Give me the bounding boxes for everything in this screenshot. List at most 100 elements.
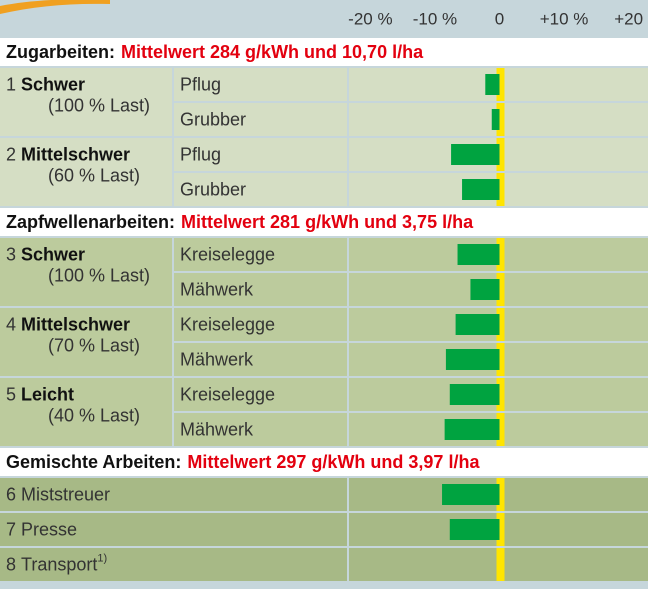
sub-cell [174, 378, 347, 411]
zero-line [496, 138, 505, 171]
group-title: Schwer [21, 74, 85, 94]
bar [444, 419, 500, 440]
group-name: 7 Presse [6, 519, 77, 539]
sub-cell [174, 343, 347, 376]
group-title: Schwer [21, 244, 85, 264]
group-name: 1 Schwer [6, 74, 85, 94]
section-label: Gemischte Arbeiten: [6, 452, 181, 472]
bar [457, 244, 500, 265]
bar [451, 144, 500, 165]
row-label: Kreiselegge [180, 384, 275, 404]
zero-line [496, 378, 505, 411]
x-tick-label: +10 % [540, 9, 589, 28]
decoration [0, 0, 110, 14]
zero-line [496, 273, 505, 306]
bar [470, 279, 500, 300]
row-label: Mähwerk [180, 419, 254, 439]
group-cell [0, 238, 172, 306]
row-label: Kreiselegge [180, 314, 275, 334]
row-label: Grubber [180, 109, 246, 129]
group-cell [0, 378, 172, 446]
row-label: Grubber [180, 179, 246, 199]
section-title: Zapfwellenarbeiten: Mittelwert 281 g/kWh … [6, 212, 474, 232]
group-title: Transport [21, 554, 97, 574]
x-tick-label: 0 [495, 9, 504, 28]
row-label: Kreiselegge [180, 244, 275, 264]
sub-cell [174, 273, 347, 306]
x-tick-label: +20 [614, 9, 643, 28]
section-mean: Mittelwert 281 g/kWh und 3,75 l/ha [181, 212, 474, 232]
section-header [0, 38, 648, 66]
x-tick-label: -20 % [348, 9, 392, 28]
section-mean: Mittelwert 297 g/kWh und 3,97 l/ha [187, 452, 480, 472]
row-label: Pflug [180, 74, 221, 94]
zero-line [496, 478, 505, 511]
section-title: Gemischte Arbeiten: Mittelwert 297 g/kWh … [6, 452, 480, 472]
group-name: 6 Miststreuer [6, 484, 110, 504]
sub-cell [174, 103, 347, 136]
group-number: 5 [6, 384, 16, 404]
group-name: 5 Leicht [6, 384, 74, 404]
group-number: 1 [6, 74, 16, 94]
sub-cell [174, 138, 347, 171]
group-cell [0, 68, 172, 136]
sub-cell [174, 308, 347, 341]
bar [485, 74, 500, 95]
group-cell [0, 513, 347, 546]
bar [491, 109, 500, 130]
section-label: Zugarbeiten: [6, 42, 115, 62]
group-load: (40 % Last) [48, 405, 140, 425]
bar [442, 484, 500, 505]
group-number: 2 [6, 144, 16, 164]
bar [455, 314, 500, 335]
x-tick-label: -10 % [413, 9, 457, 28]
group-number: 3 [6, 244, 16, 264]
group-load: (100 % Last) [48, 265, 150, 285]
group-number: 6 [6, 484, 16, 504]
sub-cell [174, 238, 347, 271]
footnote-mark: 1) [97, 552, 107, 564]
sub-cell [174, 68, 347, 101]
zero-line [496, 343, 505, 376]
group-title: Miststreuer [21, 484, 110, 504]
group-cell [0, 308, 172, 376]
group-number: 8 [6, 554, 16, 574]
zero-line [496, 238, 505, 271]
group-title: Mittelschwer [21, 144, 130, 164]
zero-line [496, 103, 505, 136]
zero-line [496, 413, 505, 446]
section-header [0, 208, 648, 236]
group-title: Mittelschwer [21, 314, 130, 334]
row-label: Mähwerk [180, 349, 254, 369]
zero-line [496, 308, 505, 341]
sub-cell [174, 413, 347, 446]
section-header [0, 448, 648, 476]
group-load: (60 % Last) [48, 165, 140, 185]
group-load: (100 % Last) [48, 95, 150, 115]
group-name: 4 Mittelschwer [6, 314, 130, 334]
sub-cell [174, 173, 347, 206]
section-label: Zapfwellenarbeiten: [6, 212, 175, 232]
bar [449, 384, 500, 405]
row-label: Mähwerk [180, 279, 254, 299]
row-label: Pflug [180, 144, 221, 164]
section-mean: Mittelwert 284 g/kWh und 10,70 l/ha [121, 42, 424, 62]
group-cell [0, 478, 347, 511]
group-title: Presse [21, 519, 77, 539]
bar [445, 349, 500, 370]
group-name: 8 Transport1) [6, 552, 107, 574]
group-number: 4 [6, 314, 16, 334]
group-cell [0, 138, 172, 206]
zero-line [496, 513, 505, 546]
group-name: 2 Mittelschwer [6, 144, 130, 164]
group-load: (70 % Last) [48, 335, 140, 355]
group-number: 7 [6, 519, 16, 539]
zero-line [496, 68, 505, 101]
group-cell [0, 548, 347, 581]
zero-line [496, 173, 505, 206]
section-title: Zugarbeiten: Mittelwert 284 g/kWh und 10,… [6, 42, 424, 62]
bar [449, 519, 500, 540]
zero-line [496, 548, 505, 581]
bar [462, 179, 500, 200]
